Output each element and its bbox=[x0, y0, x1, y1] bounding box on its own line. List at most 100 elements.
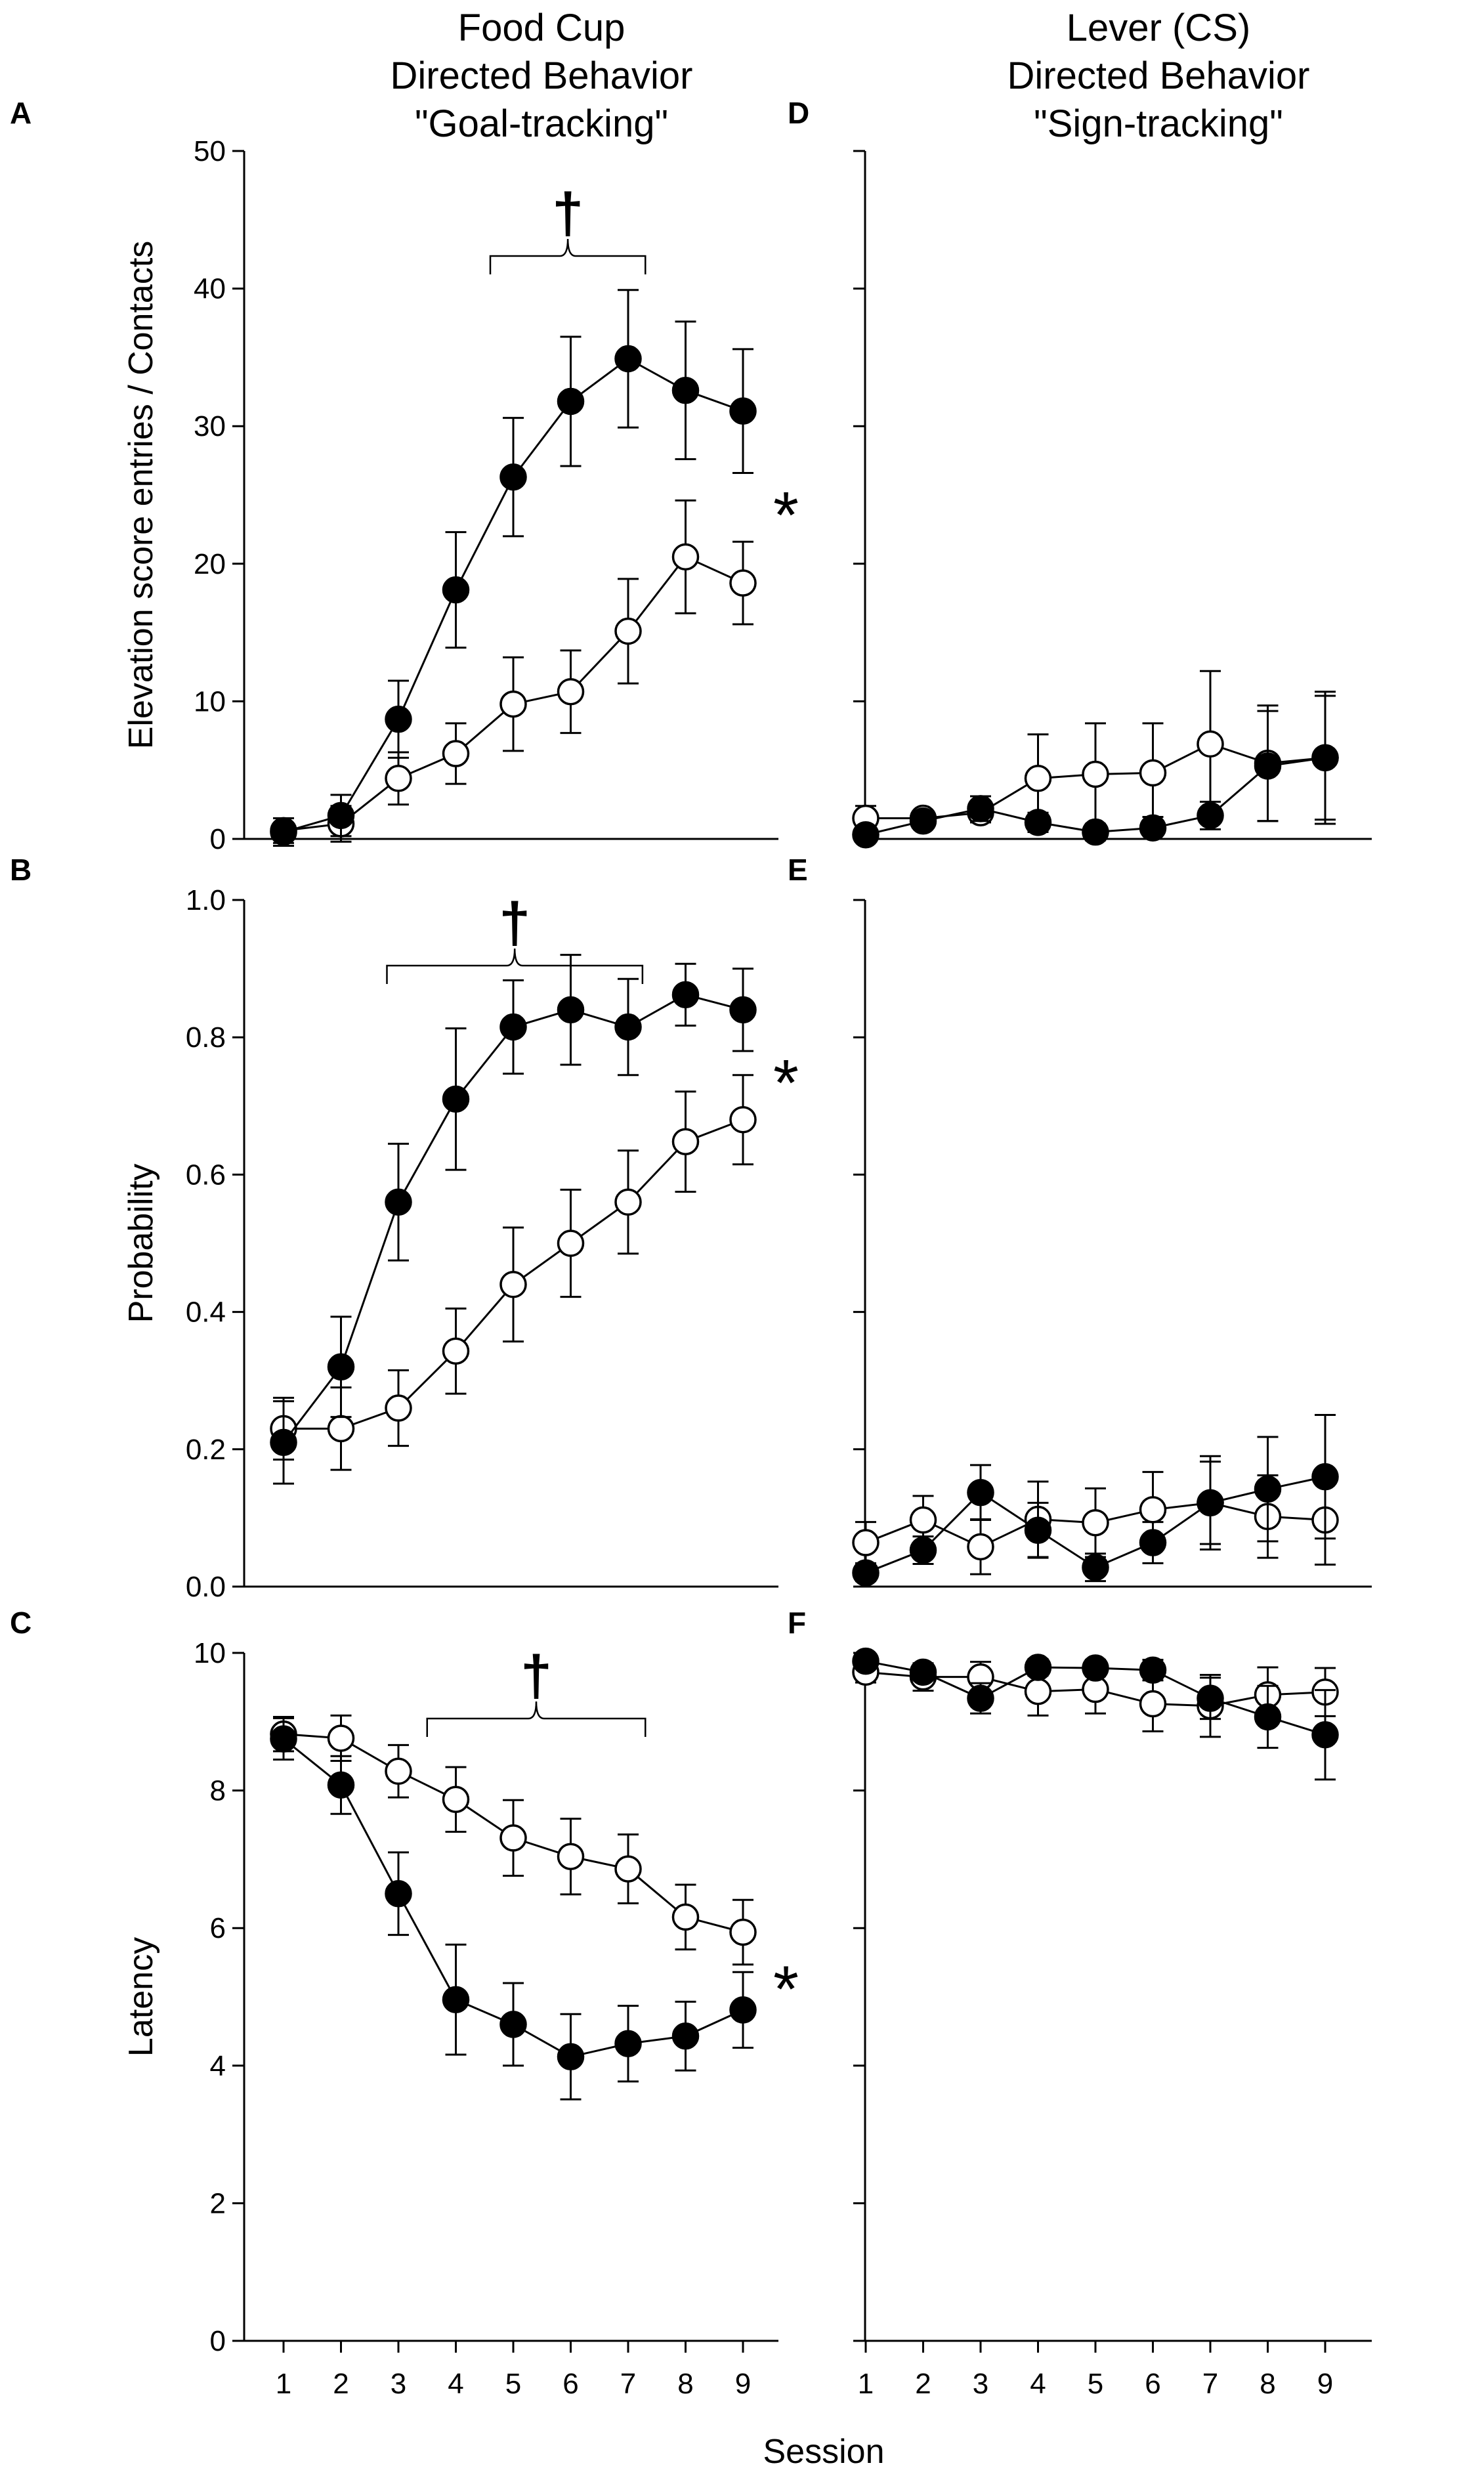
panel-letter-D: D bbox=[788, 96, 809, 130]
series-filled bbox=[852, 1414, 1339, 1587]
data-point-open bbox=[385, 765, 412, 792]
panel-E: E bbox=[788, 853, 1372, 1588]
panel-letter-B: B bbox=[10, 853, 32, 887]
x-tick-label: 6 bbox=[1145, 2368, 1160, 2400]
x-tick-label: 9 bbox=[735, 2368, 751, 2400]
data-point-filled bbox=[385, 1880, 412, 1908]
data-point-open bbox=[671, 1903, 700, 1931]
y-tick-label: 0.0 bbox=[186, 1571, 226, 1603]
y-tick-label: 0.6 bbox=[186, 1159, 226, 1191]
y-tick-label: 0.8 bbox=[186, 1021, 226, 1054]
y-tick-label: 0.2 bbox=[186, 1434, 226, 1466]
data-point-filled bbox=[442, 1986, 470, 2013]
y-tick-label: 0.4 bbox=[186, 1296, 226, 1329]
right-column-title-line-2: Directed Behavior bbox=[1007, 54, 1310, 97]
data-point-filled bbox=[852, 1559, 880, 1587]
data-point-filled bbox=[852, 1647, 880, 1675]
data-point-open bbox=[557, 1843, 585, 1870]
x-tick-label: 2 bbox=[915, 2368, 931, 2400]
significance-asterisk: * bbox=[773, 479, 799, 552]
data-point-filled bbox=[909, 1658, 937, 1686]
data-point-filled bbox=[385, 705, 412, 733]
y-axis-label: Elevation score entries / Contacts bbox=[122, 241, 160, 750]
data-point-open bbox=[499, 1824, 527, 1852]
data-point-filled bbox=[729, 996, 757, 1024]
data-point-filled bbox=[967, 1684, 994, 1712]
data-point-filled bbox=[1311, 1721, 1339, 1749]
left-column-title-line-1: Food Cup bbox=[458, 7, 625, 49]
x-axis-label: Session bbox=[763, 2433, 885, 2471]
data-point-open bbox=[385, 1394, 412, 1422]
x-tick-label: 8 bbox=[677, 2368, 693, 2400]
data-point-open bbox=[442, 1337, 470, 1365]
data-point-open bbox=[614, 1188, 642, 1216]
data-point-open bbox=[614, 617, 642, 645]
series-filled bbox=[270, 289, 757, 847]
data-point-filled bbox=[671, 981, 700, 1009]
y-tick-label: 30 bbox=[194, 410, 226, 442]
data-point-open bbox=[1139, 1496, 1167, 1524]
x-tick-label: 4 bbox=[1030, 2368, 1046, 2400]
data-point-filled bbox=[1311, 744, 1339, 772]
data-point-filled bbox=[557, 996, 585, 1024]
x-tick-label: 3 bbox=[973, 2368, 988, 2400]
data-point-open bbox=[671, 1128, 700, 1155]
data-point-filled bbox=[1197, 1489, 1224, 1517]
data-point-open bbox=[499, 1271, 527, 1298]
data-point-open bbox=[1139, 759, 1167, 787]
x-tick-label: 1 bbox=[858, 2368, 874, 2400]
data-point-filled bbox=[1082, 818, 1109, 846]
data-point-open bbox=[852, 1529, 880, 1556]
data-point-filled bbox=[327, 1353, 355, 1381]
data-point-filled bbox=[270, 1428, 297, 1457]
data-point-filled bbox=[442, 1085, 470, 1113]
panel-letter-F: F bbox=[788, 1606, 806, 1640]
y-tick-label: 6 bbox=[210, 1912, 226, 1944]
data-point-open bbox=[1082, 760, 1109, 788]
data-point-filled bbox=[499, 2011, 527, 2038]
data-point-filled bbox=[967, 795, 994, 823]
x-tick-label: 5 bbox=[1088, 2368, 1103, 2400]
panel-letter-A: A bbox=[10, 96, 32, 130]
data-point-filled bbox=[1024, 1516, 1052, 1544]
data-point-open bbox=[729, 1105, 757, 1134]
data-point-filled bbox=[729, 397, 757, 425]
panel-letter-E: E bbox=[788, 853, 808, 887]
data-point-filled bbox=[1082, 1654, 1109, 1682]
data-point-filled bbox=[1254, 752, 1282, 780]
y-axis-label: Latency bbox=[122, 1937, 160, 2057]
data-point-filled bbox=[270, 1725, 297, 1753]
data-point-open bbox=[327, 1415, 355, 1443]
x-tick-label: 2 bbox=[333, 2368, 349, 2400]
data-point-filled bbox=[1254, 1703, 1282, 1731]
data-point-filled bbox=[557, 387, 585, 416]
y-tick-label: 20 bbox=[194, 548, 226, 580]
data-point-filled bbox=[442, 576, 470, 604]
series-filled bbox=[270, 1717, 757, 2101]
data-point-filled bbox=[614, 1013, 642, 1041]
right-column-title-line-1: Lever (CS) bbox=[1067, 7, 1250, 49]
data-point-filled bbox=[909, 807, 937, 835]
data-point-filled bbox=[1311, 1463, 1339, 1491]
data-point-filled bbox=[614, 2030, 642, 2058]
y-tick-label: 0 bbox=[210, 823, 226, 855]
y-tick-label: 50 bbox=[194, 135, 226, 167]
y-tick-label: 10 bbox=[194, 685, 226, 717]
panel-C: C 0 2 4 6 8 10 Latency 1 2 3 4 5 6 7 8 9 * † bbox=[10, 1606, 799, 2400]
x-tick-label: 7 bbox=[1202, 2368, 1218, 2400]
significance-bracket bbox=[489, 238, 647, 274]
y-tick-label: 1.0 bbox=[186, 884, 226, 916]
x-tick-label: 6 bbox=[562, 2368, 578, 2400]
data-point-filled bbox=[499, 463, 527, 491]
left-column-title-line-2: Directed Behavior bbox=[391, 54, 693, 97]
data-point-filled bbox=[499, 1013, 527, 1041]
data-point-open bbox=[729, 1918, 757, 1946]
data-point-filled bbox=[967, 1478, 994, 1507]
series-filled bbox=[852, 695, 1339, 849]
data-point-open bbox=[557, 677, 585, 706]
x-tick-label: 4 bbox=[448, 2368, 463, 2400]
data-point-open bbox=[729, 569, 757, 597]
data-point-filled bbox=[557, 2043, 585, 2070]
